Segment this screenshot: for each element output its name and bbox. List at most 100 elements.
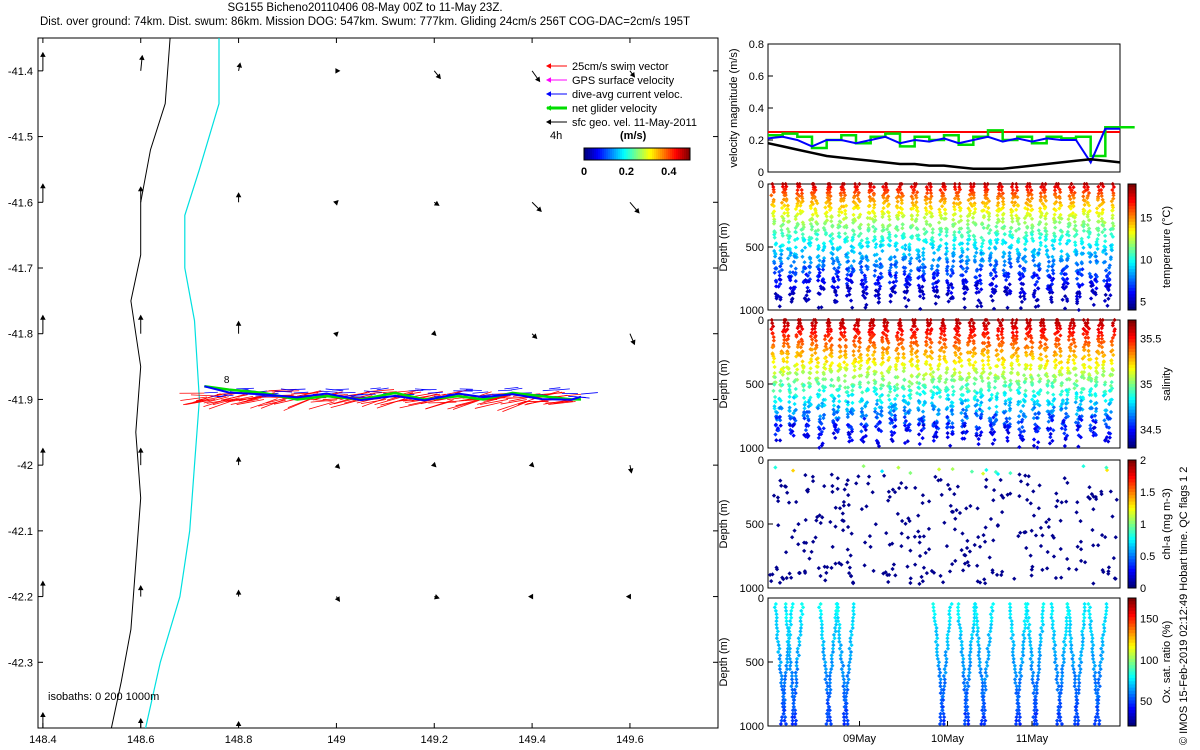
data-point bbox=[778, 264, 783, 269]
depth-colorbar-cell bbox=[1128, 387, 1136, 391]
current-arrow-head bbox=[334, 463, 341, 469]
depth-colorbar-cell bbox=[1128, 275, 1136, 279]
current-vector bbox=[223, 394, 234, 397]
data-point bbox=[816, 291, 821, 296]
data-point bbox=[846, 259, 851, 264]
data-point bbox=[811, 181, 816, 187]
current-arrow-head bbox=[335, 68, 341, 74]
current-vector bbox=[542, 389, 556, 392]
depth-colorbar-cell bbox=[1128, 259, 1136, 264]
data-point bbox=[784, 198, 789, 203]
swim-vector bbox=[236, 399, 265, 405]
data-point bbox=[837, 209, 842, 214]
data-point bbox=[778, 244, 783, 249]
depth-colorbar-tick-label: 2 bbox=[1140, 455, 1146, 467]
swim-vector bbox=[474, 401, 503, 409]
data-point bbox=[852, 181, 858, 187]
depth-colorbar-cell bbox=[1128, 234, 1136, 239]
data-point bbox=[820, 248, 826, 253]
depth-colorbar-cell bbox=[1128, 184, 1136, 188]
depth-colorbar-cell bbox=[1128, 209, 1136, 213]
colorbar-cell bbox=[630, 148, 633, 160]
data-point bbox=[852, 232, 857, 237]
swim-vector bbox=[310, 399, 338, 403]
data-point bbox=[780, 184, 786, 189]
depth-colorbar-cell bbox=[1128, 269, 1136, 273]
depth-colorbar-label-0: temperature (°C) bbox=[1161, 206, 1173, 288]
data-point bbox=[806, 279, 812, 284]
depth-colorbar-cell bbox=[1128, 294, 1136, 298]
current-vector bbox=[504, 386, 519, 390]
data-point bbox=[804, 293, 809, 298]
depth-colorbar-tick-label: 5 bbox=[1140, 297, 1146, 309]
data-point bbox=[779, 252, 784, 257]
depth-colorbar-cell bbox=[1128, 364, 1136, 369]
data-point bbox=[808, 255, 813, 260]
velocity-ylabel: velocity magnitude (m/s) bbox=[728, 48, 740, 167]
current-vector bbox=[370, 387, 381, 390]
depth-colorbar-cell bbox=[1128, 339, 1136, 343]
depth-colorbar-cell bbox=[1128, 278, 1136, 283]
data-point bbox=[816, 278, 821, 283]
depth-colorbar-cell bbox=[1128, 460, 1136, 464]
data-point bbox=[817, 258, 822, 263]
map-y-tick-label: -42.2 bbox=[8, 592, 33, 604]
depth-y-tick-label: 0 bbox=[758, 455, 764, 467]
data-point bbox=[841, 198, 846, 203]
data-point bbox=[836, 259, 841, 264]
data-point bbox=[862, 277, 868, 282]
current-vector bbox=[344, 394, 364, 397]
depth-colorbar-tick-label: 15 bbox=[1140, 213, 1152, 225]
current-vector bbox=[555, 388, 570, 391]
depth-colorbar-cell bbox=[1128, 441, 1136, 446]
data-point bbox=[832, 289, 838, 295]
data-point bbox=[837, 262, 842, 267]
data-point bbox=[783, 187, 788, 192]
data-point bbox=[771, 203, 776, 209]
data-point bbox=[848, 273, 853, 278]
colorbar-cell bbox=[676, 148, 679, 160]
map-y-tick-label: -42.3 bbox=[8, 657, 33, 669]
depth-colorbar-cell bbox=[1128, 352, 1136, 356]
current-vector bbox=[376, 387, 389, 391]
data-point bbox=[813, 229, 818, 234]
swim-vector bbox=[399, 401, 427, 409]
data-point bbox=[771, 184, 776, 190]
data-point bbox=[850, 228, 856, 233]
data-point bbox=[821, 241, 827, 246]
map-frame bbox=[37, 37, 719, 729]
data-point bbox=[856, 205, 861, 211]
current-vector bbox=[236, 387, 254, 390]
current-arrow-head bbox=[40, 580, 46, 586]
data-point bbox=[802, 260, 807, 265]
data-point bbox=[789, 263, 794, 269]
colorbar-cell bbox=[634, 148, 637, 160]
data-point bbox=[851, 217, 856, 223]
scale-label: 4h bbox=[550, 130, 562, 142]
data-point bbox=[807, 237, 812, 242]
data-point bbox=[769, 193, 774, 198]
data-point bbox=[842, 193, 848, 198]
colorbar-cell bbox=[622, 148, 625, 160]
depth-colorbar-cell bbox=[1128, 247, 1136, 251]
colorbar-cell bbox=[670, 148, 673, 160]
data-point bbox=[779, 248, 784, 253]
data-point bbox=[784, 207, 789, 212]
legend-label-4: sfc geo. vel. 11-May-2011 bbox=[572, 117, 697, 129]
colorbar-cell bbox=[658, 148, 661, 160]
data-point bbox=[795, 187, 800, 193]
colorbar-cell bbox=[684, 148, 687, 160]
depth-colorbar-cell bbox=[1128, 409, 1136, 414]
depth-colorbar-cell bbox=[1128, 559, 1136, 563]
depth-colorbar-cell bbox=[1128, 438, 1136, 443]
data-point bbox=[793, 270, 798, 275]
data-point bbox=[829, 219, 834, 224]
data-point bbox=[864, 255, 869, 260]
data-point bbox=[782, 203, 787, 208]
depth-colorbar-tick-label: 35 bbox=[1140, 379, 1152, 391]
colorbar-cell bbox=[666, 148, 669, 160]
depth-colorbar-cell bbox=[1128, 508, 1136, 512]
colorbar-cell bbox=[590, 148, 593, 160]
data-point bbox=[789, 299, 794, 304]
map-x-tick-label: 148.8 bbox=[225, 734, 253, 746]
